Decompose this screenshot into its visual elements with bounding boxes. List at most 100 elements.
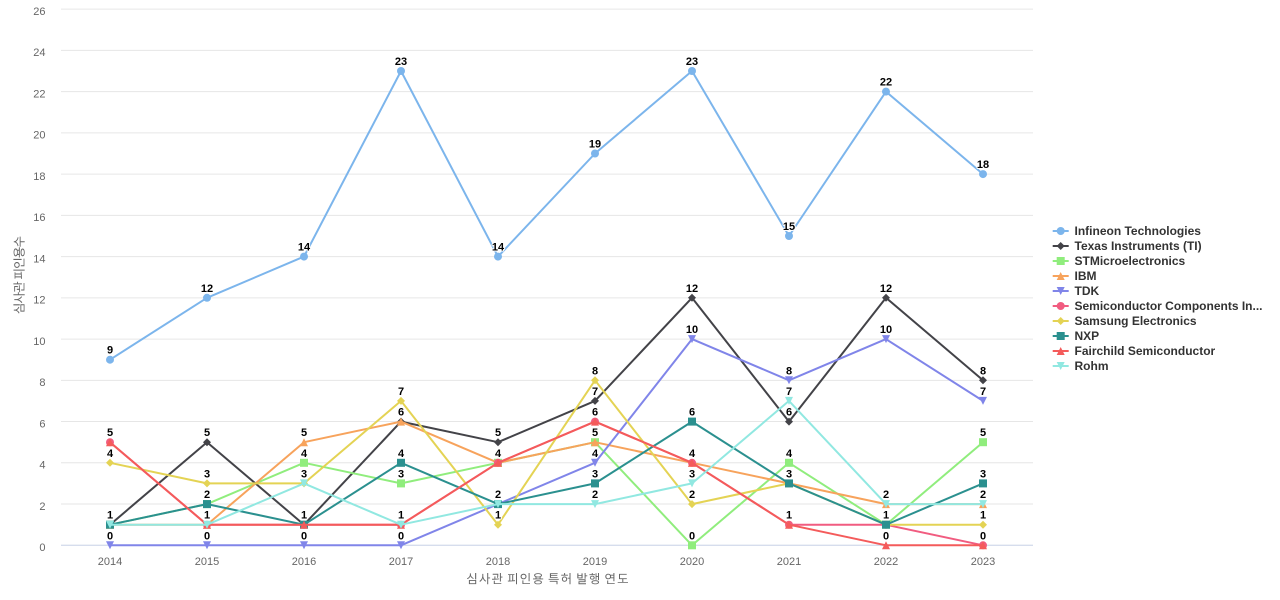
- svg-text:7: 7: [398, 386, 404, 398]
- svg-text:2: 2: [592, 489, 598, 501]
- svg-text:1: 1: [204, 510, 210, 522]
- svg-text:2: 2: [495, 489, 501, 501]
- svg-text:24: 24: [33, 47, 45, 59]
- svg-text:14: 14: [33, 253, 45, 265]
- svg-text:4: 4: [107, 448, 114, 460]
- svg-text:2: 2: [689, 489, 695, 501]
- svg-text:12: 12: [201, 283, 213, 295]
- svg-text:1: 1: [883, 510, 889, 522]
- svg-text:10: 10: [880, 324, 892, 336]
- svg-text:12: 12: [686, 283, 698, 295]
- svg-text:4: 4: [689, 448, 696, 460]
- svg-text:22: 22: [33, 88, 45, 100]
- svg-text:Rohm: Rohm: [1075, 359, 1109, 373]
- svg-text:2: 2: [204, 489, 210, 501]
- svg-text:3: 3: [592, 468, 598, 480]
- svg-text:3: 3: [204, 468, 210, 480]
- svg-text:9: 9: [107, 345, 113, 357]
- svg-text:12: 12: [880, 283, 892, 295]
- svg-text:16: 16: [33, 212, 45, 224]
- svg-text:8: 8: [592, 365, 598, 377]
- svg-text:6: 6: [786, 407, 792, 419]
- svg-text:0: 0: [39, 542, 45, 554]
- svg-text:4: 4: [495, 448, 502, 460]
- svg-text:0: 0: [883, 530, 889, 542]
- svg-text:19: 19: [589, 139, 601, 151]
- svg-text:TDK: TDK: [1075, 284, 1100, 298]
- svg-text:Infineon Technologies: Infineon Technologies: [1075, 224, 1202, 238]
- svg-text:2020: 2020: [680, 556, 704, 568]
- svg-text:8: 8: [786, 365, 792, 377]
- svg-text:22: 22: [880, 77, 892, 89]
- svg-text:5: 5: [204, 427, 210, 439]
- svg-text:6: 6: [592, 407, 598, 419]
- svg-text:3: 3: [980, 468, 986, 480]
- svg-text:1: 1: [107, 510, 113, 522]
- svg-text:5: 5: [301, 427, 307, 439]
- svg-text:10: 10: [686, 324, 698, 336]
- svg-text:1: 1: [980, 510, 986, 522]
- svg-text:5: 5: [495, 427, 501, 439]
- svg-text:7: 7: [980, 386, 986, 398]
- svg-text:5: 5: [107, 427, 113, 439]
- svg-text:IBM: IBM: [1075, 269, 1097, 283]
- svg-text:14: 14: [492, 242, 505, 254]
- svg-text:Semiconductor Components In...: Semiconductor Components In...: [1075, 299, 1263, 313]
- svg-text:3: 3: [301, 468, 307, 480]
- svg-text:1: 1: [495, 510, 501, 522]
- svg-text:2: 2: [883, 489, 889, 501]
- svg-text:2: 2: [39, 501, 45, 513]
- svg-text:5: 5: [980, 427, 986, 439]
- svg-text:0: 0: [107, 530, 113, 542]
- svg-text:8: 8: [980, 365, 986, 377]
- svg-text:6: 6: [398, 407, 404, 419]
- svg-text:2022: 2022: [874, 556, 898, 568]
- svg-text:5: 5: [592, 427, 598, 439]
- svg-text:0: 0: [301, 530, 307, 542]
- svg-text:NXP: NXP: [1075, 329, 1100, 343]
- svg-text:12: 12: [33, 295, 45, 307]
- svg-text:2018: 2018: [486, 556, 510, 568]
- svg-text:0: 0: [398, 530, 404, 542]
- svg-text:6: 6: [689, 407, 695, 419]
- svg-text:0: 0: [980, 530, 986, 542]
- svg-text:15: 15: [783, 221, 795, 233]
- svg-text:18: 18: [33, 171, 45, 183]
- svg-text:4: 4: [398, 448, 405, 460]
- svg-text:3: 3: [786, 468, 792, 480]
- svg-text:6: 6: [39, 418, 45, 430]
- svg-text:2021: 2021: [777, 556, 801, 568]
- svg-text:20: 20: [33, 130, 45, 142]
- svg-text:4: 4: [786, 448, 793, 460]
- svg-text:18: 18: [977, 159, 989, 171]
- svg-text:2: 2: [980, 489, 986, 501]
- svg-text:2023: 2023: [971, 556, 995, 568]
- svg-text:10: 10: [33, 336, 45, 348]
- svg-text:Samsung Electronics: Samsung Electronics: [1075, 314, 1197, 328]
- svg-text:0: 0: [689, 530, 695, 542]
- svg-text:7: 7: [786, 386, 792, 398]
- svg-text:0: 0: [204, 530, 210, 542]
- svg-text:14: 14: [298, 242, 311, 254]
- svg-text:23: 23: [395, 56, 407, 68]
- svg-text:2015: 2015: [195, 556, 219, 568]
- svg-text:1: 1: [786, 510, 792, 522]
- svg-text:2016: 2016: [292, 556, 316, 568]
- svg-text:Fairchild Semiconductor: Fairchild Semiconductor: [1075, 344, 1216, 358]
- svg-text:4: 4: [592, 448, 599, 460]
- svg-text:26: 26: [33, 6, 45, 18]
- svg-text:8: 8: [39, 377, 45, 389]
- svg-text:2017: 2017: [389, 556, 413, 568]
- svg-text:2014: 2014: [98, 556, 122, 568]
- svg-text:1: 1: [398, 510, 404, 522]
- svg-text:1: 1: [301, 510, 307, 522]
- svg-text:3: 3: [689, 468, 695, 480]
- svg-text:STMicroelectronics: STMicroelectronics: [1075, 254, 1186, 268]
- svg-text:2019: 2019: [583, 556, 607, 568]
- svg-text:3: 3: [398, 468, 404, 480]
- svg-text:7: 7: [592, 386, 598, 398]
- svg-text:23: 23: [686, 56, 698, 68]
- svg-text:4: 4: [39, 460, 45, 472]
- svg-text:Texas Instruments (TI): Texas Instruments (TI): [1075, 239, 1202, 253]
- svg-text:4: 4: [301, 448, 308, 460]
